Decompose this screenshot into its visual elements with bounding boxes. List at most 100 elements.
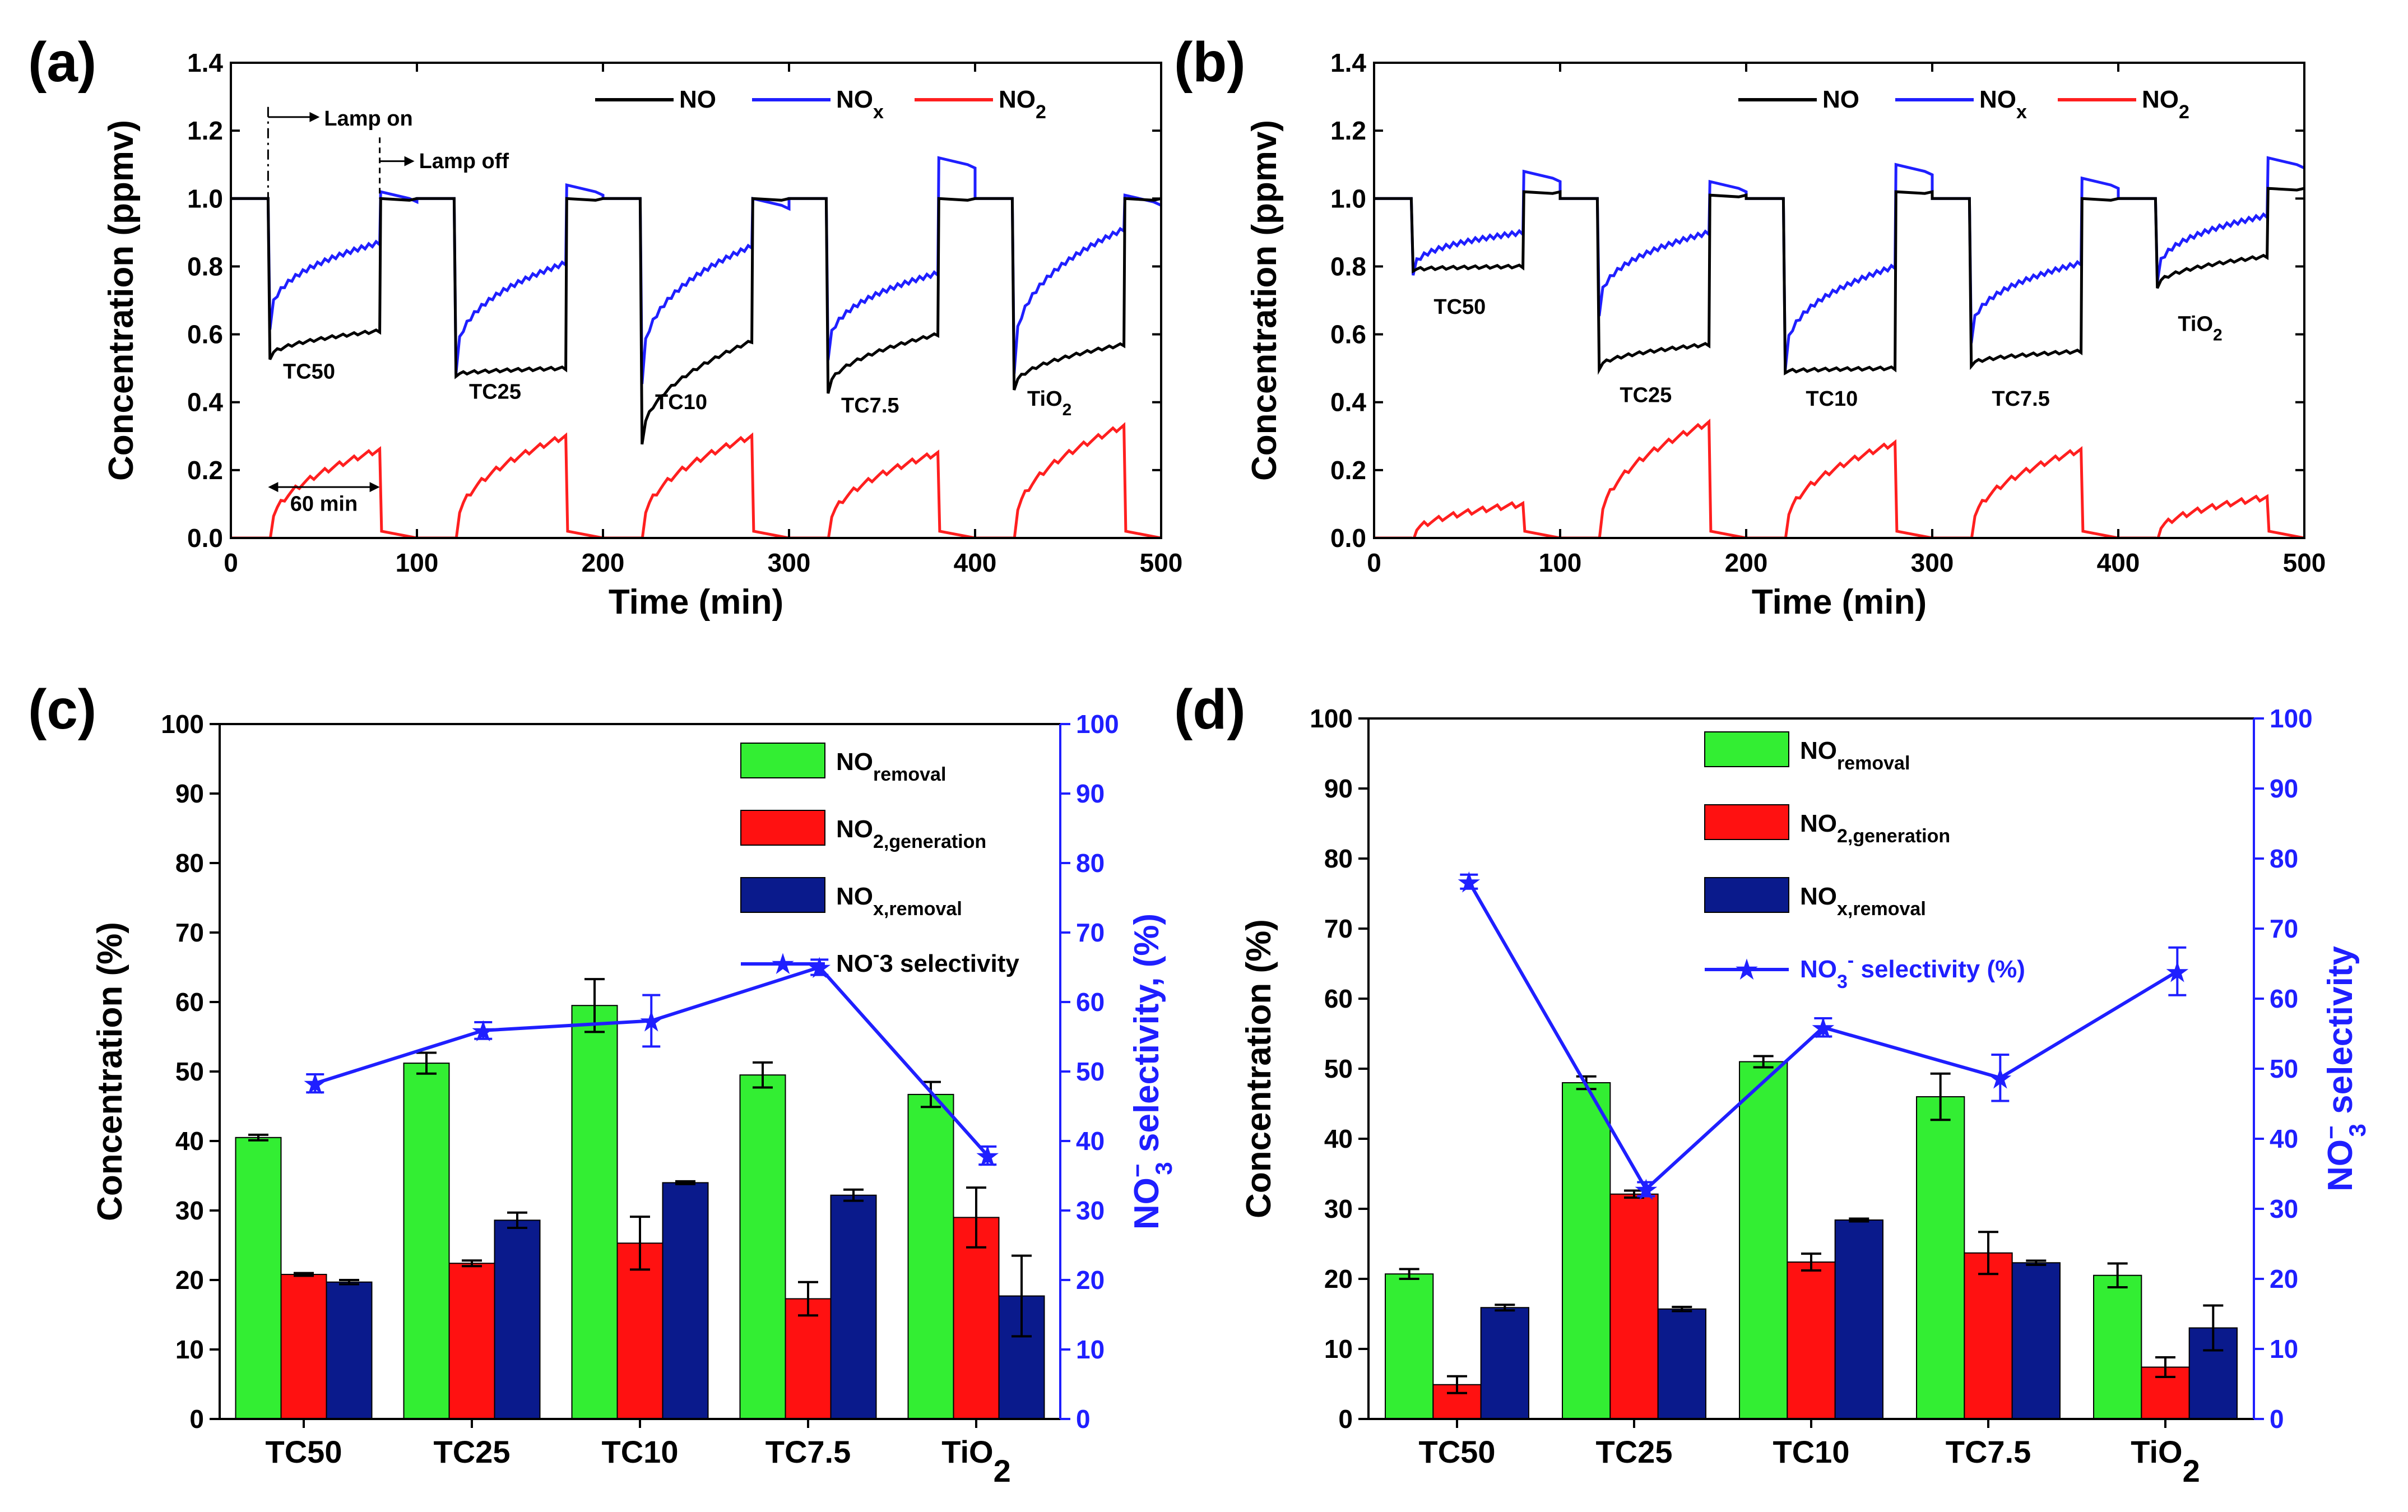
y2-tick-label: 100 — [1076, 709, 1119, 739]
legend: NOremoval NO2,generation NOx,removal ★ NO-3 … — [740, 743, 1019, 978]
bar-no-removal — [1562, 1082, 1611, 1420]
series-no2-line — [231, 422, 1161, 538]
bar-no-removal — [1739, 1061, 1788, 1420]
y-tick-label: 0.0 — [187, 523, 223, 553]
bar-no-removal — [739, 1074, 786, 1420]
x-tick-label: 100 — [1539, 548, 1582, 577]
bar-no2-generation — [280, 1274, 327, 1420]
legend-swatch — [1704, 731, 1789, 767]
y-axis-title: Concentration (%) — [91, 922, 129, 1221]
y-tick-label: 0.0 — [1330, 523, 1366, 553]
legend-swatch — [1704, 877, 1789, 913]
y2-tick-label: 50 — [2270, 1054, 2298, 1083]
y-tick-label: 1.4 — [187, 48, 223, 77]
bar-no2-generation — [785, 1298, 832, 1420]
series-no-line — [1374, 187, 2304, 375]
x-tick-label: 200 — [1725, 548, 1768, 577]
y-tick-label: 0.8 — [187, 252, 223, 281]
y-axis-title: Concentration (ppmv) — [102, 120, 141, 481]
y-tick-label: 90 — [1324, 774, 1353, 803]
sample-label: TC25 — [469, 381, 521, 404]
y2-tick-label: 0 — [1076, 1404, 1091, 1434]
bar-no-removal — [403, 1063, 450, 1420]
category-label: TC7.5 — [765, 1434, 851, 1469]
y2-axis-title: NO−3 selectivity — [2318, 945, 2370, 1191]
y2-tick-label: 20 — [2270, 1264, 2298, 1293]
selectivity-marker: ★ — [1989, 1064, 2012, 1093]
bar-no2-generation — [953, 1217, 1000, 1420]
x-tick-label: 500 — [1140, 548, 1183, 577]
selectivity-marker: ★ — [472, 1017, 495, 1046]
legend-star: ★ — [1735, 955, 1758, 984]
y2-tick-label: 20 — [1076, 1265, 1105, 1295]
legend-star: ★ — [771, 949, 794, 978]
lamp-on-arrowhead — [309, 112, 320, 122]
legend-label: NO2,generation — [1800, 810, 1950, 847]
y-tick-label: 20 — [1324, 1264, 1353, 1293]
y2-tick-label: 10 — [1076, 1335, 1105, 1364]
category-label: TC10 — [602, 1434, 679, 1469]
x-tick-label: 500 — [2283, 548, 2326, 577]
panel-label: (d) — [1174, 678, 1246, 741]
x-tick-label: 0 — [224, 548, 238, 577]
bar-no-removal — [2093, 1274, 2142, 1420]
y-tick-label: 10 — [1324, 1334, 1353, 1363]
y2-tick-label: 50 — [1076, 1057, 1105, 1086]
sample-label: TC10 — [1806, 387, 1858, 411]
y-tick-label: 30 — [1324, 1194, 1353, 1223]
y2-tick-label: 60 — [1076, 987, 1105, 1017]
bar-nox-removal — [830, 1194, 877, 1420]
y-axis-title: Concentration (%) — [1240, 919, 1278, 1218]
panel-label: (c) — [28, 678, 96, 741]
x-tick-label: 100 — [396, 548, 439, 577]
category-label: TiO2 — [2131, 1434, 2200, 1488]
y2-tick-label: 70 — [1076, 918, 1105, 947]
panel-a: (a) 0 100 200 300 400 500 0.0 0.2 0.4 0.6 0.8 1.0 1.2… — [28, 31, 1182, 622]
bar-no-removal — [907, 1093, 954, 1420]
sample-label: TC7.5 — [1992, 387, 2049, 411]
x-axis-title: Time (min) — [609, 583, 783, 622]
legend: NO NOx NO2 — [595, 86, 1046, 123]
series-no2-line — [1374, 419, 2304, 538]
category-label: TC7.5 — [1946, 1434, 2031, 1469]
sample-label: TiO2 — [2178, 313, 2222, 345]
plot-frame — [1373, 62, 2305, 539]
sample-label: TiO2 — [1027, 387, 1071, 419]
bar-nox-removal — [2011, 1262, 2061, 1420]
selectivity-marker: ★ — [1458, 868, 1481, 897]
selectivity-marker: ★ — [2166, 957, 2189, 986]
legend-label: NOx,removal — [836, 883, 962, 920]
x-tick-label: 200 — [582, 548, 625, 577]
bar-nox-removal — [494, 1219, 541, 1420]
panel-c: (c) TC50 TC25 TC10 TC7.5 TiO2 ★ ★ ★ ★ ★ 0 0 10 10 20 20 3… — [28, 678, 1177, 1488]
bar-no-removal — [571, 1005, 618, 1420]
category-label: TC50 — [266, 1434, 342, 1469]
panel-b: (b) 0 100 200 300 400 500 0.0 0.2 0.4 0.6 0.8 1.0 1.2… — [1174, 31, 2326, 622]
selectivity-marker: ★ — [976, 1142, 999, 1171]
y-tick-label: 50 — [175, 1057, 204, 1086]
legend-swatch — [740, 810, 825, 846]
y2-tick-label: 30 — [2270, 1194, 2298, 1223]
duration-label: 60 min — [290, 493, 358, 516]
y-tick-label: 20 — [175, 1265, 204, 1295]
y2-tick-label: 40 — [1076, 1126, 1105, 1156]
legend-label: NOx — [836, 86, 884, 123]
y2-tick-label: 10 — [2270, 1334, 2298, 1363]
y-tick-label: 10 — [175, 1335, 204, 1364]
category-label: TC25 — [434, 1434, 511, 1469]
legend-swatch — [1704, 804, 1789, 840]
y-tick-label: 60 — [1324, 984, 1353, 1013]
x-axis-title: Time (min) — [1752, 583, 1927, 622]
legend-label: NO3- selectivity (%) — [1800, 950, 2025, 992]
y-tick-label: 1.2 — [1330, 116, 1366, 145]
bar-nox-removal — [1657, 1308, 1706, 1420]
lamp-off-arrowhead — [404, 156, 415, 166]
legend-swatch — [740, 743, 825, 778]
y-tick-label: 70 — [175, 918, 204, 947]
x-tick-label: 400 — [2097, 548, 2140, 577]
panel-label: (a) — [28, 31, 96, 94]
bar-no2-generation — [1787, 1261, 1836, 1420]
panel-d: (d) TC50 TC25 TC10 TC7.5 TiO2 ★ ★ ★ ★ ★ 0 0 10 10 20 20 3… — [1174, 678, 2370, 1488]
sample-label: TC25 — [1620, 384, 1672, 407]
